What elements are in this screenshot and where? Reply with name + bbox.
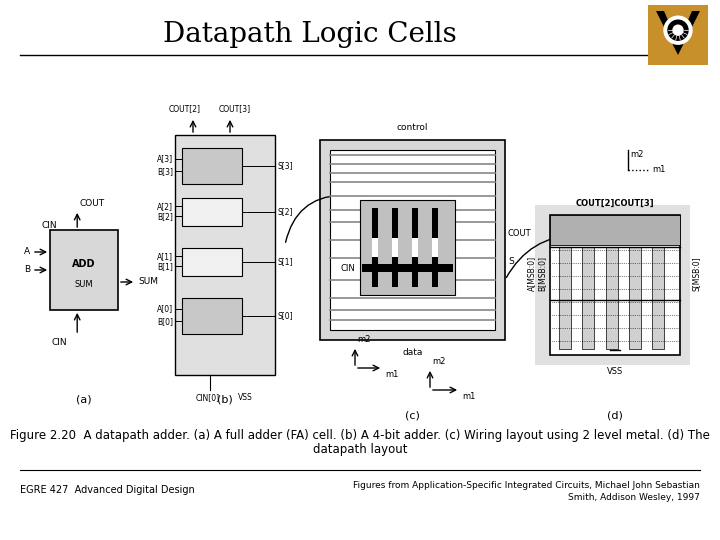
Text: B[MSB:0]: B[MSB:0] bbox=[538, 256, 546, 291]
Text: S[3]: S[3] bbox=[278, 161, 294, 171]
Text: m1: m1 bbox=[462, 392, 475, 401]
Text: EGRE 427  Advanced Digital Design: EGRE 427 Advanced Digital Design bbox=[20, 485, 194, 495]
Bar bbox=[629, 247, 641, 349]
Text: A[MSB:0]: A[MSB:0] bbox=[528, 256, 536, 291]
Text: ADD: ADD bbox=[72, 259, 96, 268]
Text: A: A bbox=[383, 242, 390, 253]
Bar bbox=[362, 265, 453, 272]
Text: S: S bbox=[508, 257, 514, 266]
Text: control: control bbox=[397, 123, 428, 132]
Bar bbox=[320, 140, 505, 340]
Bar bbox=[182, 148, 242, 184]
Text: S[1]: S[1] bbox=[278, 258, 294, 267]
Text: Figure 2.20  A datapath adder. (a) A full adder (FA) cell. (b) A 4-bit adder. (c: Figure 2.20 A datapath adder. (a) A full… bbox=[10, 429, 710, 442]
Text: B[0]: B[0] bbox=[157, 317, 173, 326]
Circle shape bbox=[668, 20, 688, 40]
Text: (b): (b) bbox=[217, 395, 233, 405]
Text: COUT[2]: COUT[2] bbox=[169, 104, 201, 113]
Text: B[2]: B[2] bbox=[157, 212, 173, 221]
Text: m2: m2 bbox=[432, 357, 446, 366]
Bar bbox=[372, 238, 378, 257]
Circle shape bbox=[664, 16, 692, 44]
Bar bbox=[535, 205, 690, 365]
Bar bbox=[360, 200, 455, 295]
Bar bbox=[182, 198, 242, 226]
Text: B: B bbox=[24, 266, 30, 274]
Bar bbox=[175, 135, 275, 375]
Text: A[2]: A[2] bbox=[157, 202, 173, 211]
Bar bbox=[392, 208, 398, 287]
Text: datapath layout: datapath layout bbox=[312, 443, 408, 456]
Text: B[3]: B[3] bbox=[157, 167, 173, 176]
Text: A[1]: A[1] bbox=[157, 252, 173, 261]
Text: CIN[0]: CIN[0] bbox=[196, 393, 220, 402]
Text: m1: m1 bbox=[385, 370, 398, 379]
Text: S[0]: S[0] bbox=[278, 312, 294, 321]
Bar bbox=[606, 247, 618, 349]
Text: m1: m1 bbox=[652, 165, 665, 174]
Bar bbox=[432, 238, 438, 257]
Text: m2: m2 bbox=[630, 150, 644, 159]
Text: VSS: VSS bbox=[238, 393, 253, 402]
Bar bbox=[550, 215, 680, 355]
Bar bbox=[432, 208, 438, 287]
Text: A[0]: A[0] bbox=[157, 305, 173, 313]
Text: B: B bbox=[411, 242, 419, 253]
Text: m2: m2 bbox=[357, 335, 370, 344]
Bar bbox=[550, 215, 680, 245]
Text: A[3]: A[3] bbox=[157, 154, 173, 163]
Bar bbox=[582, 247, 594, 349]
Text: Datapath Logic Cells: Datapath Logic Cells bbox=[163, 22, 457, 49]
Bar bbox=[559, 247, 571, 349]
Text: (c): (c) bbox=[405, 410, 420, 420]
Text: COUT: COUT bbox=[79, 199, 104, 208]
Text: COUT: COUT bbox=[508, 229, 531, 238]
Polygon shape bbox=[656, 11, 700, 55]
Bar bbox=[392, 238, 398, 257]
Text: SUM: SUM bbox=[138, 278, 158, 287]
Bar bbox=[182, 298, 242, 334]
Bar bbox=[330, 150, 495, 330]
Polygon shape bbox=[652, 9, 704, 61]
Bar bbox=[50, 230, 118, 310]
Text: CIN: CIN bbox=[341, 264, 355, 273]
Bar bbox=[182, 248, 242, 276]
Bar bbox=[412, 238, 418, 257]
Circle shape bbox=[673, 25, 683, 35]
Text: SUM: SUM bbox=[75, 280, 94, 289]
Text: CIN: CIN bbox=[51, 338, 67, 347]
Text: data: data bbox=[402, 348, 423, 357]
Text: VSS: VSS bbox=[607, 367, 623, 376]
Text: CIN: CIN bbox=[42, 220, 57, 230]
Text: COUT[3]: COUT[3] bbox=[219, 104, 251, 113]
Text: Smith, Addison Wesley, 1997: Smith, Addison Wesley, 1997 bbox=[568, 494, 700, 503]
Bar bbox=[412, 208, 418, 287]
Text: S[2]: S[2] bbox=[278, 207, 294, 217]
Text: A: A bbox=[24, 247, 30, 256]
Text: COUT[2]COUT[3]: COUT[2]COUT[3] bbox=[576, 199, 654, 207]
Text: Figures from Application-Specific Integrated Circuits, Michael John Sebastian: Figures from Application-Specific Integr… bbox=[353, 481, 700, 489]
Text: S[MSB:0]: S[MSB:0] bbox=[691, 256, 701, 291]
Text: B[1]: B[1] bbox=[157, 262, 173, 271]
Bar bbox=[652, 247, 664, 349]
Bar bbox=[372, 208, 378, 287]
Text: (a): (a) bbox=[76, 395, 92, 405]
Text: (d): (d) bbox=[607, 410, 623, 420]
Bar bbox=[648, 5, 708, 65]
